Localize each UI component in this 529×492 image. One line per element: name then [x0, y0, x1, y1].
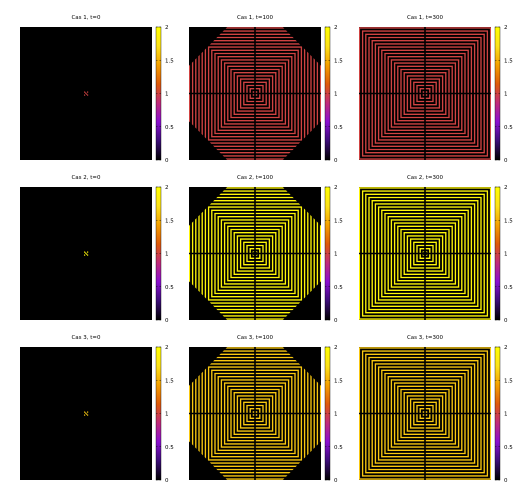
- initial-seed: [84, 251, 89, 256]
- colorbar-tick-label: 1.5: [504, 218, 513, 224]
- panel-title: Cas 2, t=0: [71, 175, 101, 181]
- colorbar-tick-label: 2: [504, 25, 508, 31]
- colorbar-tick-label: 1: [504, 252, 508, 258]
- colorbar-tick-label: 1: [165, 412, 169, 418]
- colorbar-tick-label: 0.5: [334, 445, 343, 451]
- colorbar-tick-label: 0: [334, 478, 338, 484]
- colorbar-tick-label: 1.5: [165, 378, 174, 384]
- panel-cas1-t100: Cas 1, t=100: [189, 15, 321, 160]
- panel-title: Cas 1, t=0: [71, 15, 101, 21]
- colorbar-tick-label: 2: [165, 185, 169, 191]
- panel-title: Cas 2, t=100: [237, 175, 274, 181]
- colorbar-tick-label: 1.5: [165, 218, 174, 224]
- colorbar-tick-label: 1.5: [334, 218, 343, 224]
- panel-title: Cas 1, t=300: [407, 15, 444, 21]
- center-dot: [252, 251, 258, 256]
- panel-title: Cas 1, t=100: [237, 15, 274, 21]
- stripe-pattern: [359, 27, 491, 160]
- panel-cas3-t100: Cas 3, t=100: [189, 335, 321, 480]
- panel-title: Cas 3, t=300: [407, 335, 444, 341]
- colorbar-tick-label: 0.5: [165, 285, 174, 291]
- panel-title: Cas 3, t=0: [71, 335, 101, 341]
- panel-cas3-t0: Cas 3, t=0: [20, 335, 152, 480]
- colorbar-tick-label: 0: [504, 318, 508, 324]
- colorbar-tick-label: 1: [165, 92, 169, 98]
- stripe-pattern: [359, 187, 491, 320]
- colorbar-tick-label: 2: [334, 25, 338, 31]
- stripe-pattern: [359, 347, 491, 480]
- panel-cas2-t300: Cas 2, t=300: [359, 175, 491, 320]
- center-dot: [422, 251, 428, 256]
- colorbar-tick-label: 2: [165, 345, 169, 351]
- colorbar-tick-label: 0: [504, 158, 508, 164]
- colorbar-tick-label: 1: [334, 412, 338, 418]
- colorbar-tick-label: 1.5: [504, 378, 513, 384]
- colorbar-tick-label: 1.5: [504, 58, 513, 64]
- panel-title: Cas 3, t=100: [237, 335, 274, 341]
- initial-seed: [84, 411, 89, 416]
- initial-seed: [84, 91, 89, 96]
- colorbar-tick-label: 0.5: [334, 125, 343, 131]
- colorbar-tick-label: 2: [334, 345, 338, 351]
- colorbar-tick-label: 0: [165, 158, 169, 164]
- colorbar-tick-label: 1: [504, 412, 508, 418]
- colorbar-tick-label: 0.5: [504, 125, 513, 131]
- colorbar-cas3-t100: 0 0.5 1 1.5 2: [324, 345, 343, 484]
- colorbar-tick-label: 1: [334, 92, 338, 98]
- panel-title: Cas 2, t=300: [407, 175, 444, 181]
- colorbar-tick-label: 1: [334, 252, 338, 258]
- colorbar-tick-label: 1.5: [334, 58, 343, 64]
- panel-cas2-t0: Cas 2, t=0: [20, 175, 152, 320]
- colorbar-tick-label: 0: [165, 478, 169, 484]
- colorbar-cas1-t100: 0 0.5 1 1.5 2: [324, 25, 343, 164]
- colorbar-tick-label: 0: [334, 158, 338, 164]
- panel-cas2-t100: Cas 2, t=100: [189, 175, 321, 320]
- colorbar-tick-label: 1.5: [165, 58, 174, 64]
- colorbar-cas2-t0: 0 0.5 1 1.5 2: [155, 185, 174, 324]
- colorbar-tick-label: 1: [504, 92, 508, 98]
- colorbar-cas3-t0: 0 0.5 1 1.5 2: [155, 345, 174, 484]
- panel-cas3-t300: Cas 3, t=300: [359, 335, 491, 480]
- colorbar-tick-label: 1.5: [334, 378, 343, 384]
- colorbar-tick-label: 2: [504, 185, 508, 191]
- stripe-pattern: [189, 27, 321, 160]
- colorbar-tick-label: 0: [504, 478, 508, 484]
- colorbar-tick-label: 0.5: [165, 125, 174, 131]
- colorbar-tick-label: 0.5: [504, 445, 513, 451]
- colorbar-cas1-t0: 0 0.5 1 1.5 2: [155, 25, 174, 164]
- colorbar-tick-label: 0.5: [504, 285, 513, 291]
- panel-cas1-t300: Cas 1, t=300: [359, 15, 491, 160]
- colorbar-tick-label: 0.5: [165, 445, 174, 451]
- colorbar-tick-label: 0.5: [334, 285, 343, 291]
- colorbar-tick-label: 2: [334, 185, 338, 191]
- colorbar-cas3-t300: 0 0.5 1 1.5 2: [494, 345, 513, 484]
- colorbar-cas2-t100: 0 0.5 1 1.5 2: [324, 185, 343, 324]
- panel-cas1-t0: Cas 1, t=0: [20, 15, 152, 160]
- colorbar-tick-label: 1: [165, 252, 169, 258]
- colorbar-tick-label: 2: [165, 25, 169, 31]
- colorbar-tick-label: 2: [504, 345, 508, 351]
- colorbar-tick-label: 0: [334, 318, 338, 324]
- colorbar-cas2-t300: 0 0.5 1 1.5 2: [494, 185, 513, 324]
- stripe-pattern: [189, 347, 321, 480]
- colorbar-tick-label: 0: [165, 318, 169, 324]
- colorbar-cas1-t300: 0 0.5 1 1.5 2: [494, 25, 513, 164]
